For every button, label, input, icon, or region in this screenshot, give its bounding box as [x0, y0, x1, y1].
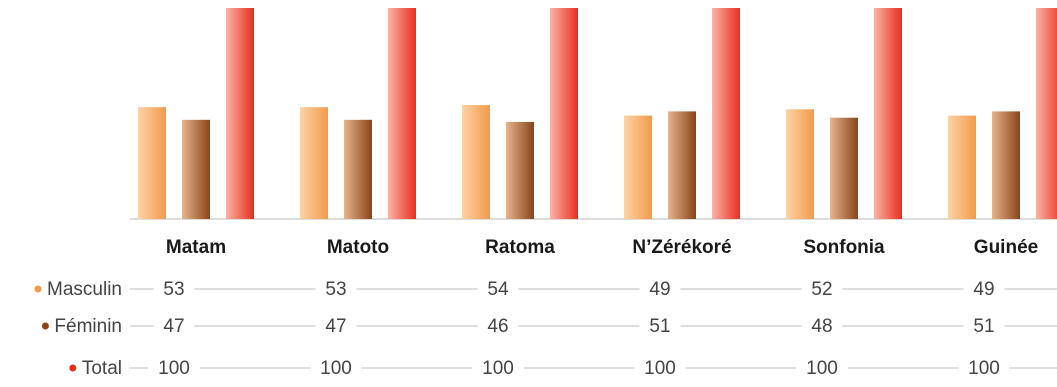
value-feminin-matoto: 47: [325, 316, 346, 337]
data-table: Masculin 53 53 54 49 52 49 Féminin 47 47 46 51 48 51 T…: [34, 279, 1057, 379]
category-label-guinee: Guinée: [974, 237, 1038, 258]
bar-total-sonfonia: [874, 8, 902, 219]
legend-dot-masculin: [34, 285, 42, 293]
category-label-matoto: Matoto: [327, 237, 389, 258]
bar-total-matoto: [388, 8, 416, 219]
value-masculin-matam: 53: [163, 279, 184, 300]
row-label-masculin: Masculin: [47, 279, 122, 300]
bars-layer: [138, 8, 1057, 219]
bar-masculin-ratoma: [462, 105, 490, 219]
value-feminin-sonfonia: 48: [811, 316, 832, 337]
value-feminin-ratoma: 46: [487, 316, 508, 337]
category-label-matam: Matam: [166, 237, 226, 258]
row-label-total: Total: [82, 358, 122, 379]
bar-feminin-n-zerekore: [668, 111, 696, 219]
bar-total-guinee: [1036, 8, 1057, 219]
value-feminin-matam: 47: [163, 316, 184, 337]
bar-total-n-zerekore: [712, 8, 740, 219]
value-masculin-sonfonia: 52: [811, 279, 832, 300]
value-masculin-n-zerekore: 49: [649, 279, 670, 300]
bar-feminin-ratoma: [506, 121, 534, 219]
value-masculin-ratoma: 54: [487, 279, 509, 300]
bar-masculin-sonfonia: [786, 109, 814, 219]
bar-feminin-matoto: [344, 119, 372, 219]
category-labels: Matam Matoto Ratoma N’Zérékoré Sonfonia Guiné…: [166, 237, 1038, 258]
value-total-sonfonia: 100: [806, 358, 838, 379]
category-label-ratoma: Ratoma: [485, 237, 555, 258]
legend-dot-total: [69, 364, 77, 372]
category-label-n-zerekore: N’Zérékoré: [632, 237, 731, 258]
bar-masculin-matoto: [300, 107, 328, 219]
bar-masculin-guinee: [948, 115, 976, 219]
bar-total-matam: [226, 8, 254, 219]
value-masculin-matoto: 53: [325, 279, 346, 300]
value-total-guinee: 100: [968, 358, 1000, 379]
bar-masculin-matam: [138, 107, 166, 219]
value-total-matam: 100: [158, 358, 190, 379]
value-feminin-n-zerekore: 51: [649, 316, 670, 337]
value-masculin-guinee: 49: [973, 279, 994, 300]
value-total-ratoma: 100: [482, 358, 514, 379]
category-label-sonfonia: Sonfonia: [803, 237, 885, 258]
bar-feminin-sonfonia: [830, 117, 858, 219]
value-total-n-zerekore: 100: [644, 358, 676, 379]
value-total-matoto: 100: [320, 358, 352, 379]
row-label-feminin: Féminin: [54, 316, 122, 337]
bar-total-ratoma: [550, 8, 578, 219]
bar-masculin-n-zerekore: [624, 115, 652, 219]
bar-feminin-guinee: [992, 111, 1020, 219]
legend-dot-feminin: [41, 322, 49, 330]
bar-feminin-matam: [182, 119, 210, 219]
value-feminin-guinee: 51: [973, 316, 994, 337]
